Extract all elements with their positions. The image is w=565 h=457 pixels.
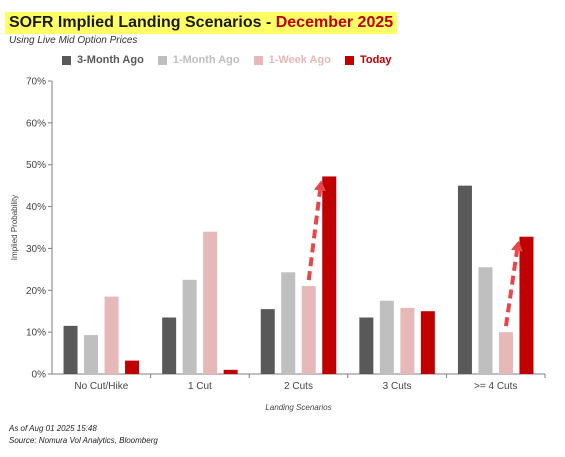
bar [281, 272, 296, 374]
legend-label: 1-Month Ago [172, 54, 240, 66]
x-tick-label: 3 Cuts [383, 381, 412, 392]
bar [260, 309, 275, 374]
y-axis-title: Implied Probability [10, 195, 19, 260]
x-tick-label: 2 Cuts [284, 381, 313, 392]
chart-title: SOFR Implied Landing Scenarios - Decembe… [5, 12, 398, 34]
bar [125, 360, 140, 374]
annotation-arrow-shaft [306, 190, 322, 281]
legend: 3-Month Ago 1-Month Ago 1-Week Ago Today [62, 52, 406, 68]
legend-item: 1-Month Ago [157, 54, 240, 66]
bar [104, 296, 119, 374]
legend-label: Today [359, 54, 392, 66]
x-tick-label: No Cut/Hike [74, 381, 128, 392]
bar [182, 279, 197, 374]
legend-item: 3-Month Ago [62, 54, 144, 66]
bar [519, 236, 534, 374]
x-tick-label: 1 Cut [188, 381, 212, 392]
legend-item: Today [344, 54, 392, 66]
bar [162, 317, 177, 374]
legend-item: 1-Week Ago [253, 54, 331, 66]
legend-swatch [253, 55, 263, 65]
bar [379, 300, 394, 374]
y-tick-label: 10% [26, 328, 46, 339]
chart-subtitle: Using Live Mid Option Prices [9, 35, 138, 46]
bar [322, 176, 337, 374]
bar [359, 317, 374, 374]
bar [478, 267, 493, 374]
x-axis-title: Landing Scenarios [265, 403, 331, 412]
legend-swatch [344, 55, 354, 65]
annotation-arrow-head [511, 240, 523, 252]
bar [63, 325, 78, 374]
y-tick-label: 60% [26, 118, 46, 129]
y-tick-label: 40% [26, 202, 46, 213]
bar [301, 286, 316, 374]
title-highlight: December 2025 [275, 14, 394, 31]
bar [84, 335, 99, 374]
bar [498, 332, 513, 374]
y-tick-label: 50% [26, 160, 46, 171]
legend-swatch [62, 55, 71, 65]
y-tick-label: 20% [26, 286, 46, 297]
legend-label: 1-Week Ago [268, 54, 331, 66]
title-separator: - [265, 14, 272, 31]
bar [223, 369, 238, 374]
annotation-arrow-shaft [503, 250, 519, 327]
legend-label: 3-Month Ago [77, 54, 144, 66]
y-tick-label: 0% [32, 370, 47, 381]
title-main: SOFR Implied Landing Scenarios [9, 14, 262, 31]
x-tick-label: >= 4 Cuts [474, 381, 517, 392]
annotation-arrow-head [314, 180, 326, 192]
bar [420, 311, 435, 374]
bar [203, 231, 218, 374]
bar [400, 307, 415, 374]
y-tick-label: 30% [26, 244, 46, 255]
footnote-source: Source: Nomura Vol Analytics, Bloomberg [9, 436, 158, 445]
footnote-timestamp: As of Aug 01 2025 15:48 [9, 424, 97, 433]
legend-swatch [157, 55, 167, 65]
bar [457, 185, 472, 374]
y-tick-label: 70% [26, 77, 46, 88]
